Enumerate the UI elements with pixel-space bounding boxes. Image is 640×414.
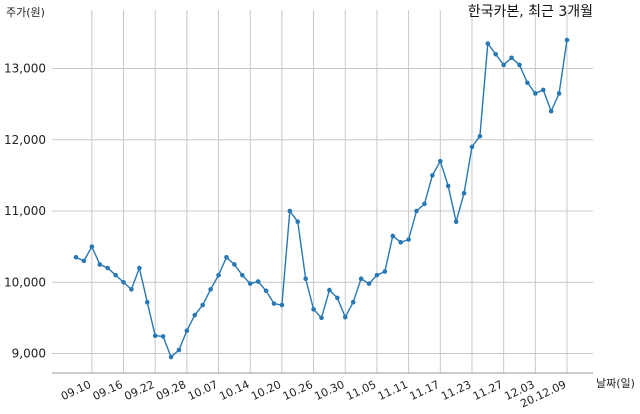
data-point — [121, 279, 126, 285]
x-tick-label: 10.26 — [281, 378, 315, 403]
price-series-line — [75, 39, 568, 359]
data-point — [501, 62, 506, 68]
x-tick-label: 11.11 — [376, 378, 410, 403]
data-point — [398, 240, 403, 245]
y-tick-labels: 9,000 10,000 11,000 12,000 13,000 — [4, 62, 46, 361]
x-tick-label: 10.30 — [312, 378, 346, 403]
x-tick-label: 09.10 — [59, 378, 93, 403]
x-tick-label: 11.05 — [344, 378, 378, 403]
x-tick-label: 10.14 — [217, 378, 251, 403]
data-point — [327, 287, 332, 293]
y-tick-label: 12,000 — [4, 133, 46, 147]
x-tick-label: 11.23 — [439, 378, 473, 403]
data-point — [232, 262, 237, 267]
data-point — [469, 144, 475, 150]
data-point — [263, 288, 269, 294]
data-point — [192, 312, 198, 318]
y-tick-label: 9,000 — [12, 347, 46, 361]
grid-layer — [52, 10, 593, 373]
data-point — [152, 333, 158, 338]
data-point — [382, 269, 388, 274]
data-point — [342, 314, 348, 320]
x-tick-label: 09.16 — [91, 378, 125, 403]
data-point — [295, 219, 301, 224]
x-tick-label: 09.22 — [122, 378, 156, 403]
x-tick-label: 11.17 — [408, 378, 442, 403]
data-point — [303, 276, 308, 281]
data-point — [176, 347, 182, 353]
data-point — [255, 279, 261, 284]
data-point — [533, 91, 538, 96]
data-point — [160, 334, 166, 339]
price-series-points — [73, 37, 570, 360]
data-point — [137, 265, 142, 271]
data-point — [73, 255, 79, 260]
data-point — [81, 258, 87, 264]
data-point — [224, 255, 229, 260]
data-point — [105, 265, 110, 271]
data-point — [430, 173, 435, 178]
data-point — [144, 299, 150, 305]
data-point — [97, 262, 103, 267]
data-point — [200, 302, 206, 308]
data-point — [89, 244, 95, 249]
data-point — [453, 219, 459, 224]
data-point — [184, 328, 190, 334]
data-point — [390, 233, 396, 239]
data-point — [335, 295, 340, 301]
chart-title: 한국카본, 최근 3개월 — [468, 4, 593, 20]
data-point — [208, 287, 213, 292]
data-point — [311, 307, 316, 312]
data-point — [113, 272, 118, 278]
data-point — [366, 281, 372, 286]
data-point — [525, 80, 530, 86]
data-point — [493, 51, 499, 57]
data-point — [350, 299, 356, 305]
data-point — [540, 87, 546, 93]
y-tick-label: 13,000 — [4, 62, 46, 76]
data-point — [422, 201, 427, 207]
data-point — [477, 133, 483, 139]
data-point — [287, 208, 293, 214]
data-point — [437, 158, 443, 164]
data-point — [216, 272, 221, 278]
data-point — [168, 354, 174, 360]
data-point — [461, 190, 467, 196]
data-point — [319, 315, 324, 321]
data-point — [240, 272, 245, 278]
data-point — [406, 237, 411, 242]
data-point — [414, 208, 419, 214]
data-point — [129, 287, 134, 292]
data-point — [548, 108, 554, 114]
data-point — [564, 37, 570, 43]
y-tick-label: 10,000 — [4, 275, 46, 289]
x-tick-labels: 09.1009.1609.2209.2810.0710.1410.2010.26… — [59, 378, 568, 410]
x-axis-label: 날짜(일) — [596, 376, 635, 390]
x-tick-label: 09.28 — [154, 378, 188, 403]
data-point — [485, 41, 491, 46]
data-point — [445, 183, 451, 189]
data-point — [374, 272, 380, 278]
data-point — [247, 281, 253, 286]
data-point — [556, 91, 562, 96]
y-axis-label: 주가(원) — [6, 6, 45, 19]
y-tick-label: 11,000 — [4, 204, 46, 218]
data-point — [279, 302, 285, 308]
x-tick-label: 10.07 — [186, 378, 220, 403]
x-tick-label: 10.20 — [249, 378, 283, 403]
data-point — [509, 55, 514, 61]
x-tick-label: 11.27 — [471, 378, 505, 403]
data-point — [358, 276, 364, 281]
data-point — [517, 62, 522, 68]
data-point — [271, 301, 277, 306]
